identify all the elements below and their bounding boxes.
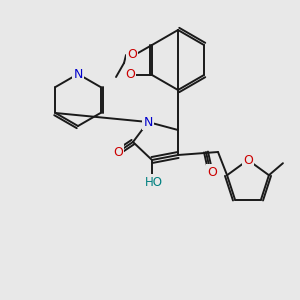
Text: O: O (113, 146, 123, 158)
Text: N: N (143, 116, 153, 128)
Text: O: O (243, 154, 253, 166)
Text: O: O (207, 166, 217, 178)
Text: O: O (127, 49, 137, 62)
Text: HO: HO (145, 176, 163, 188)
Text: N: N (73, 68, 83, 80)
Text: O: O (125, 68, 135, 82)
